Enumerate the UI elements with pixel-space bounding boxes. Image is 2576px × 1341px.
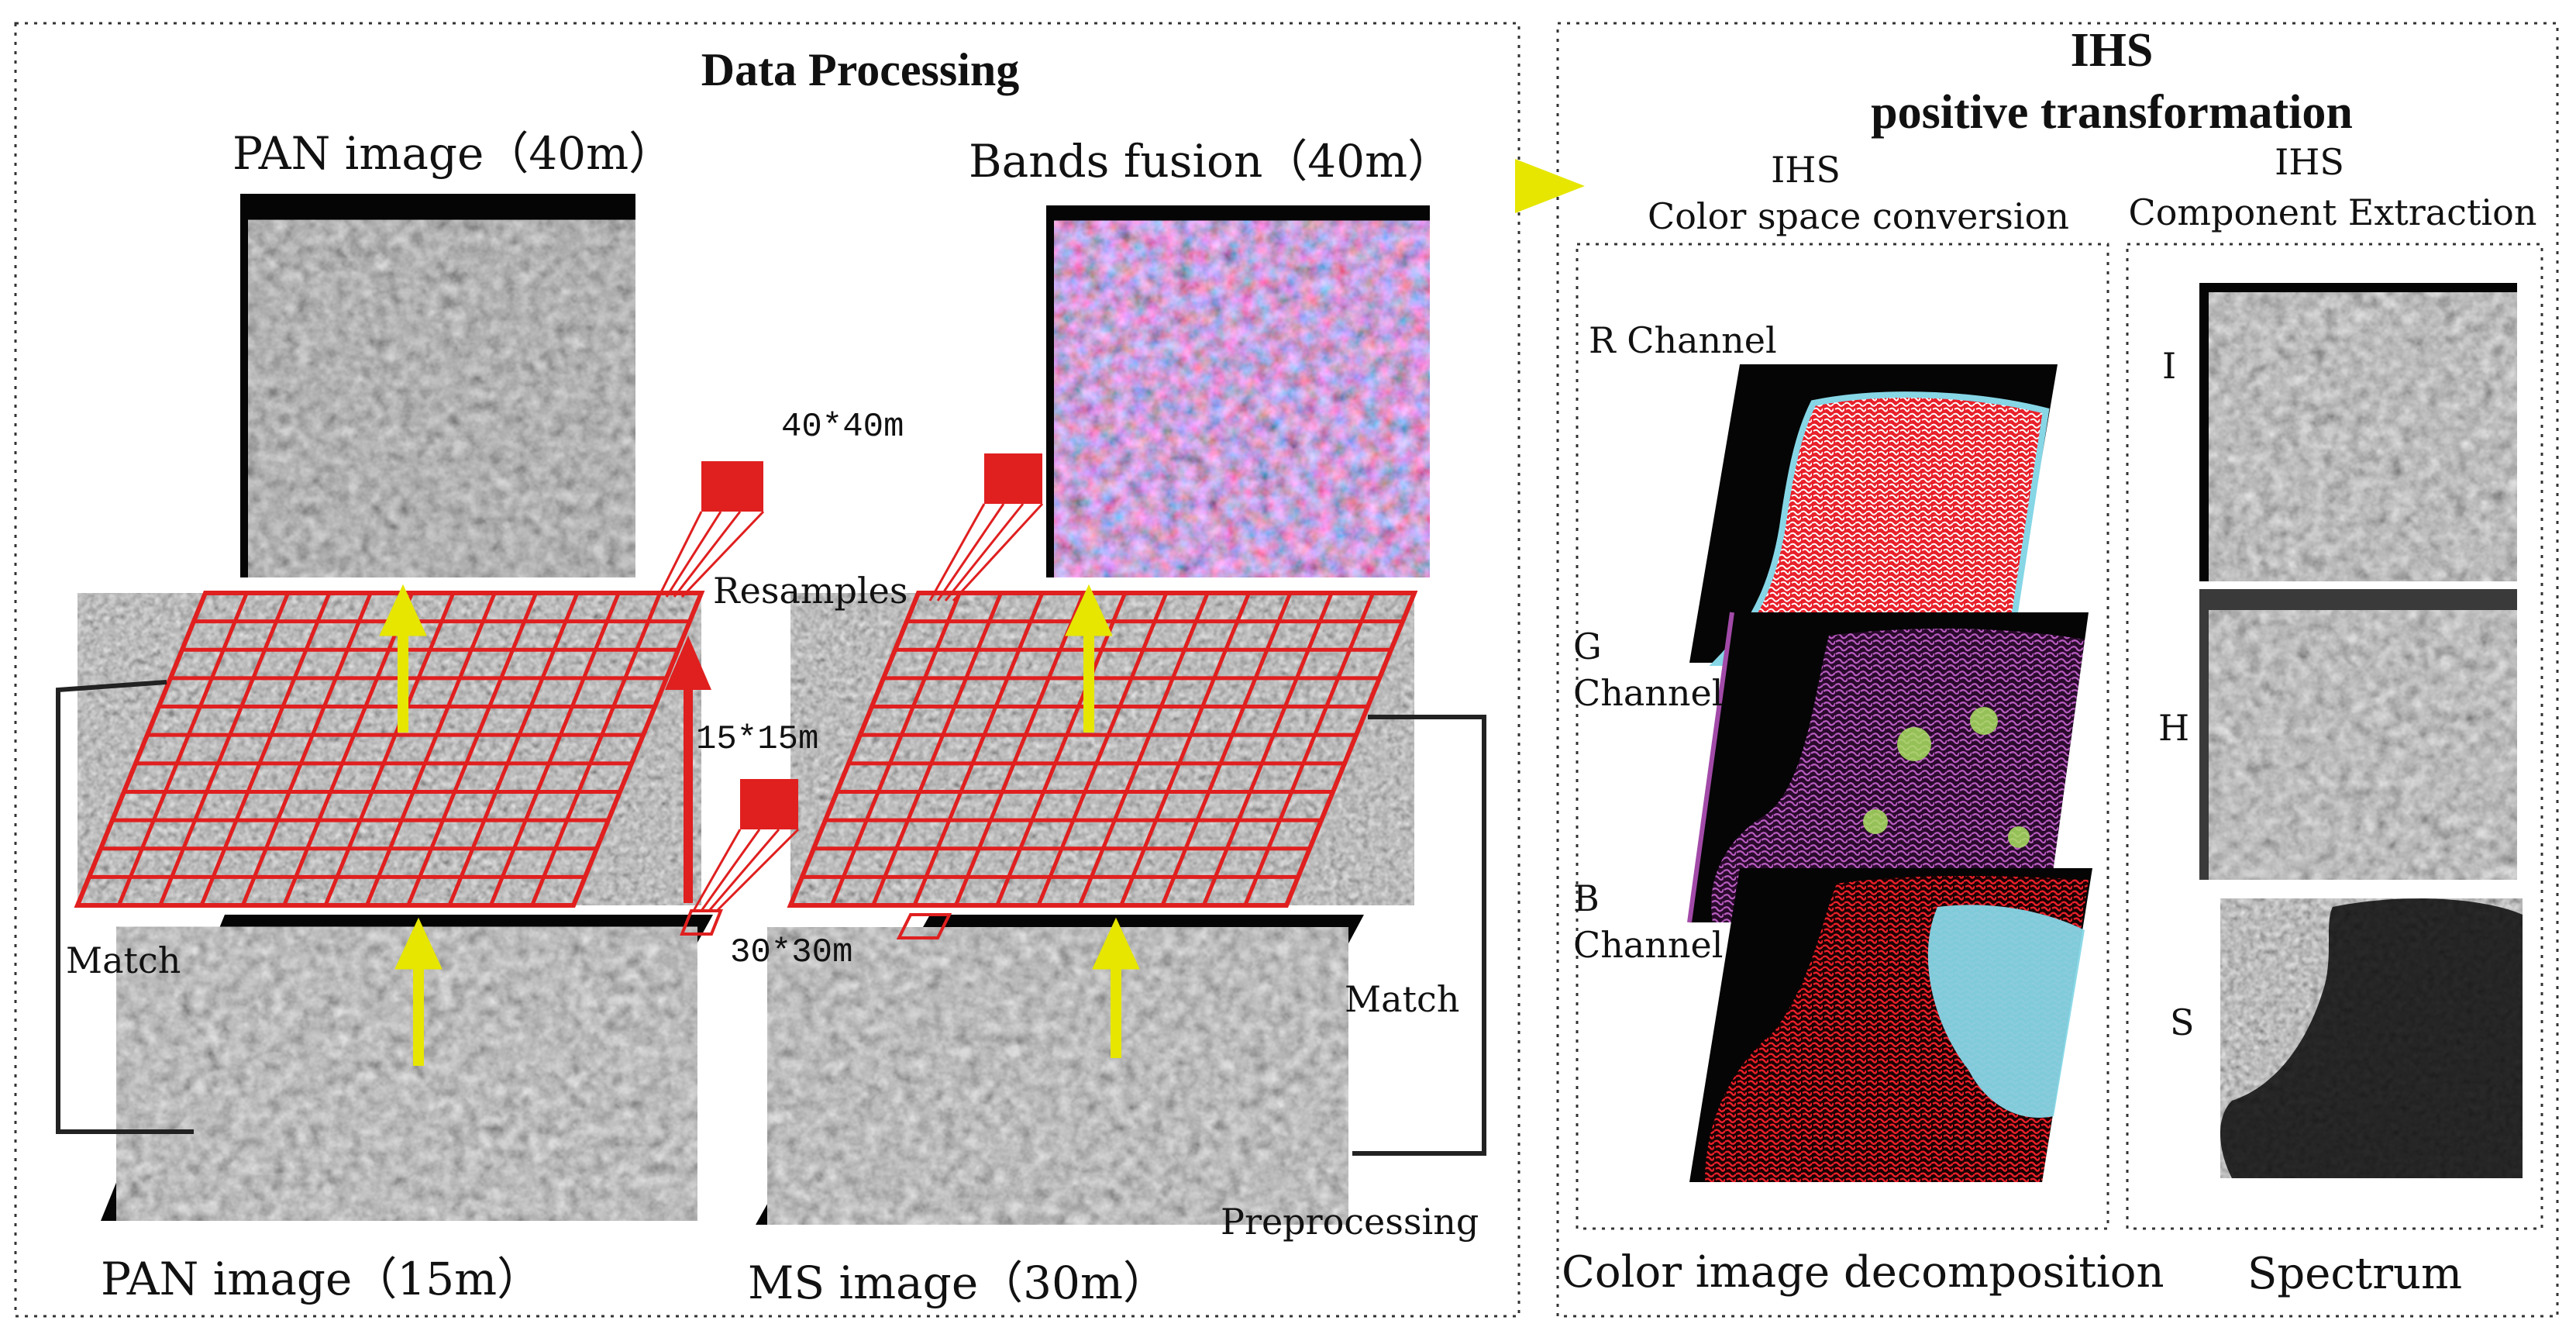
resamples-label: Resamples [713, 570, 908, 612]
bands-fusion-image [1046, 205, 1430, 577]
to-ihs-arrow [1515, 159, 1585, 213]
grid-line [323, 592, 456, 906]
col2-footer: Spectrum [2247, 1249, 2462, 1299]
pan-15m-image [101, 915, 713, 1221]
i-label: I [2162, 345, 2176, 387]
grid-line [830, 592, 962, 906]
grid-line [406, 592, 538, 906]
ihs-title-line1: IHS [2071, 24, 2154, 77]
match-left-label: Match [66, 939, 181, 981]
match-right-label: Match [1345, 978, 1459, 1020]
grid-line [117, 592, 249, 906]
grid-line [365, 592, 497, 906]
r-channel-image [1689, 364, 2058, 666]
b-channel-label-line1: B [1573, 877, 1600, 919]
col1-heading-line2: Color space conversion [1648, 195, 2069, 237]
pan-15m-label: PAN image（15m） [101, 1253, 542, 1305]
grid-line [199, 592, 332, 906]
ms-30m-image [756, 915, 1364, 1225]
grid-line [1243, 592, 1375, 906]
pan-40m-image [240, 194, 635, 577]
col2-heading-line2: Component Extraction [2129, 191, 2537, 233]
grid-line [530, 592, 662, 906]
preprocessing-label: Preprocessing [1221, 1201, 1479, 1243]
grid-line [1036, 592, 1169, 906]
grid-line [995, 592, 1127, 906]
grid-line [1202, 592, 1334, 906]
grid-line [871, 592, 1003, 906]
h-component-image [2199, 589, 2517, 880]
col1-frame [1576, 243, 2109, 1230]
b-channel-image [1689, 868, 2092, 1182]
col2-heading-line1: IHS [2275, 141, 2344, 183]
ms-30m-label: MS image（30m） [748, 1257, 1168, 1309]
yellow-arrows [379, 584, 1140, 1066]
grid-30m-label: 30*30m [730, 933, 852, 972]
grid-line [489, 592, 621, 906]
grid-line [954, 592, 1086, 906]
s-component-image [2199, 888, 2525, 1178]
col2-frame [2126, 243, 2543, 1230]
zoom-indicator-15m [680, 779, 800, 936]
grid-line [282, 592, 414, 906]
zoom-indicator-30m [896, 913, 952, 939]
red-upsample-arrow [665, 636, 711, 903]
zoom-indicator-40m-left [657, 461, 765, 598]
g-channel-image [1687, 612, 2089, 923]
bands-fusion-label: Bands fusion（40m） [969, 135, 1452, 188]
ihs-title-line2: positive transformation [1871, 86, 2353, 139]
grid-line [1078, 592, 1210, 906]
left-panel-frame [14, 22, 1520, 1318]
match-bracket-left [56, 680, 194, 1134]
grid-line [158, 592, 290, 906]
r-channel-label: R Channel [1589, 319, 1777, 361]
grid-15m-label: 15*15m [696, 720, 818, 759]
pan-15m-grid [74, 591, 705, 908]
g-channel-label-line1: G [1573, 626, 1602, 667]
grid-line [1160, 592, 1293, 906]
grid-line [1119, 592, 1251, 906]
zoom-indicator-40m-right [928, 453, 1044, 602]
grid-line [241, 592, 373, 906]
grid-line [447, 592, 580, 906]
b-channel-label-line2: Channel [1573, 924, 1723, 966]
h-label: H [2158, 707, 2189, 749]
col1-footer: Color image decomposition [1562, 1247, 2164, 1298]
right-panel-frame [1556, 22, 2559, 1318]
grid-line [912, 592, 1045, 906]
grid-40m-label: 40*40m [781, 408, 904, 446]
i-component-image [2199, 283, 2517, 581]
pan-top-label: PAN image（40m） [232, 127, 673, 180]
g-channel-label-line2: Channel [1573, 672, 1723, 714]
ms-30m-grid [787, 591, 1418, 908]
match-bracket-right [1352, 715, 1486, 1156]
left-panel-title: Data Processing [701, 44, 1020, 95]
col1-heading-line1: IHS [1771, 149, 1841, 191]
s-label: S [2170, 1001, 2195, 1043]
